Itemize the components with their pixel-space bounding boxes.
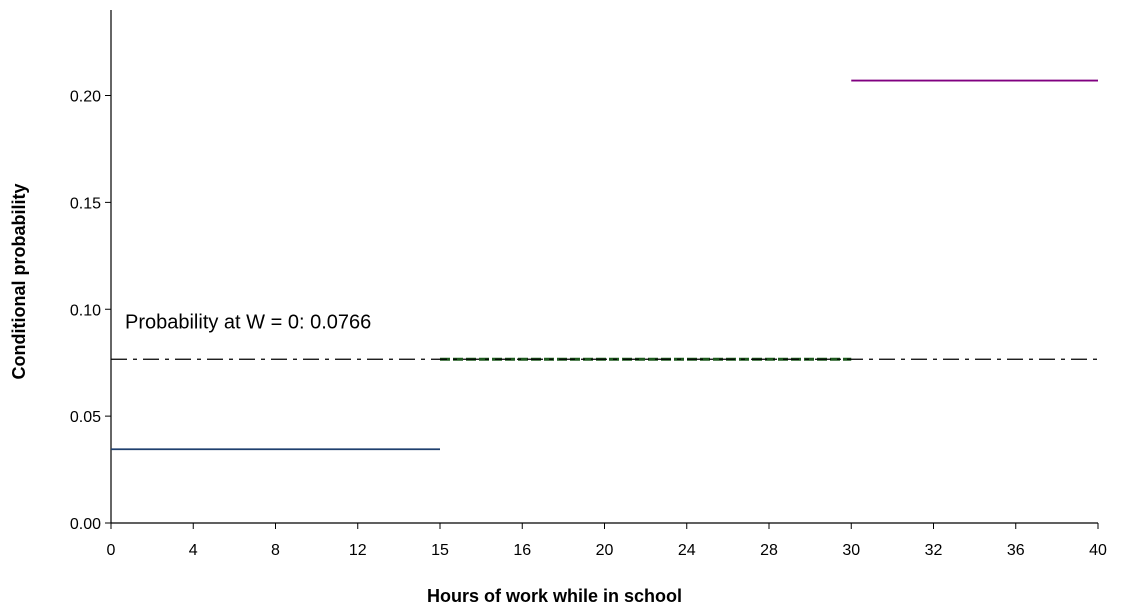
- annotation-text: Probability at W = 0: 0.0766: [125, 311, 371, 333]
- x-tick-label: 30: [842, 542, 860, 559]
- series-group: [111, 79, 1098, 451]
- x-tick-label: 8: [271, 542, 280, 559]
- y-tick-label: 0.00: [70, 516, 101, 533]
- y-tick-label: 0.10: [70, 302, 101, 319]
- x-tick-label: 24: [678, 542, 696, 559]
- x-axis: 0 4 8 12 15 16 20 24 28 30 32 36 40: [107, 522, 1107, 559]
- x-tick-label: 32: [925, 542, 943, 559]
- x-tick-label: 40: [1089, 542, 1107, 559]
- x-tick-label: 28: [760, 542, 778, 559]
- x-tick-label: 16: [513, 542, 531, 559]
- x-tick-label: 15: [431, 542, 449, 559]
- x-tick-label: 12: [349, 542, 367, 559]
- y-tick-label: 0.15: [70, 195, 101, 212]
- y-axis: 0.00 0.05 0.10 0.15 0.20: [70, 10, 112, 533]
- y-tick-label: 0.05: [70, 409, 101, 426]
- x-axis-title: Hours of work while in school: [427, 586, 682, 606]
- x-tick-label: 20: [596, 542, 614, 559]
- y-tick-label: 0.20: [70, 89, 101, 106]
- y-axis-title: Conditional probability: [9, 184, 29, 380]
- x-tick-label: 4: [189, 542, 198, 559]
- x-tick-label: 36: [1007, 542, 1025, 559]
- x-tick-label: 0: [107, 542, 116, 559]
